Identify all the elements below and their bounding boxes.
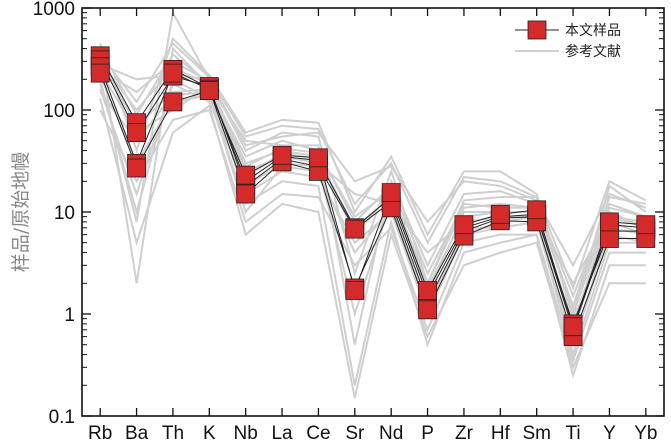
- sample-point: [600, 212, 619, 232]
- reference-line: [99, 108, 646, 364]
- sample-point: [345, 281, 365, 300]
- x-tick-label: Nb: [234, 423, 258, 444]
- legend-sample-marker: [527, 20, 547, 40]
- sample-point: [563, 317, 583, 337]
- x-tick-label: K: [203, 423, 216, 444]
- y-tick-label: 1000: [33, 0, 75, 20]
- sample-point: [163, 63, 183, 83]
- x-tick-label: Rb: [88, 423, 112, 444]
- legend-entry-label: 参考文献: [565, 43, 621, 60]
- x-tick-label: Zr: [455, 423, 474, 444]
- sample-point: [490, 204, 510, 224]
- axes-layer: 0.1 1 10 100 1000 Rb Ba Th K Nb La Ce Sr Nd P Zr Hf Sm Ti Y…: [33, 0, 664, 444]
- sample-point: [381, 183, 401, 203]
- sample-point: [90, 63, 110, 83]
- sample-point: [308, 148, 328, 168]
- sample-markers-layer: [90, 46, 656, 347]
- sample-point: [236, 165, 256, 185]
- sample-point: [600, 229, 619, 248]
- sample-point: [527, 200, 547, 220]
- x-tick-label: Ce: [306, 423, 330, 444]
- x-tick-label: Sr: [345, 423, 365, 444]
- sample-line: [99, 55, 646, 332]
- sample-point: [163, 92, 183, 112]
- x-tick-label: Th: [162, 423, 184, 444]
- sample-point: [127, 158, 146, 178]
- sample-point: [236, 184, 256, 204]
- reference-line: [99, 41, 647, 291]
- x-tick-label: Y: [603, 423, 616, 444]
- reference-line: [99, 60, 647, 286]
- sample-point: [127, 123, 146, 142]
- sample-line: [99, 72, 646, 329]
- x-tick-label: P: [421, 423, 434, 444]
- x-tick-label: Ba: [125, 423, 149, 444]
- sample-point: [345, 219, 365, 239]
- sample-point: [454, 215, 474, 235]
- x-tick-label: Hf: [491, 423, 511, 444]
- sample-point: [418, 300, 438, 320]
- y-tick-label: 0.1: [49, 407, 75, 428]
- x-tick-label: Ti: [566, 423, 581, 444]
- reference-line: [99, 63, 647, 268]
- sample-point: [418, 281, 438, 300]
- x-tick-label: La: [271, 423, 293, 444]
- reference-line: [99, 98, 646, 399]
- sample-point: [272, 145, 292, 165]
- legend-entry-label: 本文样品: [565, 23, 621, 39]
- x-tick-label: Yb: [634, 423, 657, 444]
- reference-line: [99, 70, 647, 313]
- sample-point: [636, 215, 656, 235]
- y-tick-label: 100: [43, 101, 75, 122]
- x-tick-label: Nd: [379, 423, 403, 444]
- y-tick-label: 10: [54, 203, 75, 224]
- sample-line: [99, 66, 646, 339]
- x-tick-label: Sm: [522, 423, 551, 444]
- y-tick-label: 1: [64, 305, 75, 326]
- y-axis-label: 样品/原始地幔: [10, 152, 32, 272]
- sample-lines-layer: [99, 55, 646, 339]
- sample-point: [199, 81, 219, 100]
